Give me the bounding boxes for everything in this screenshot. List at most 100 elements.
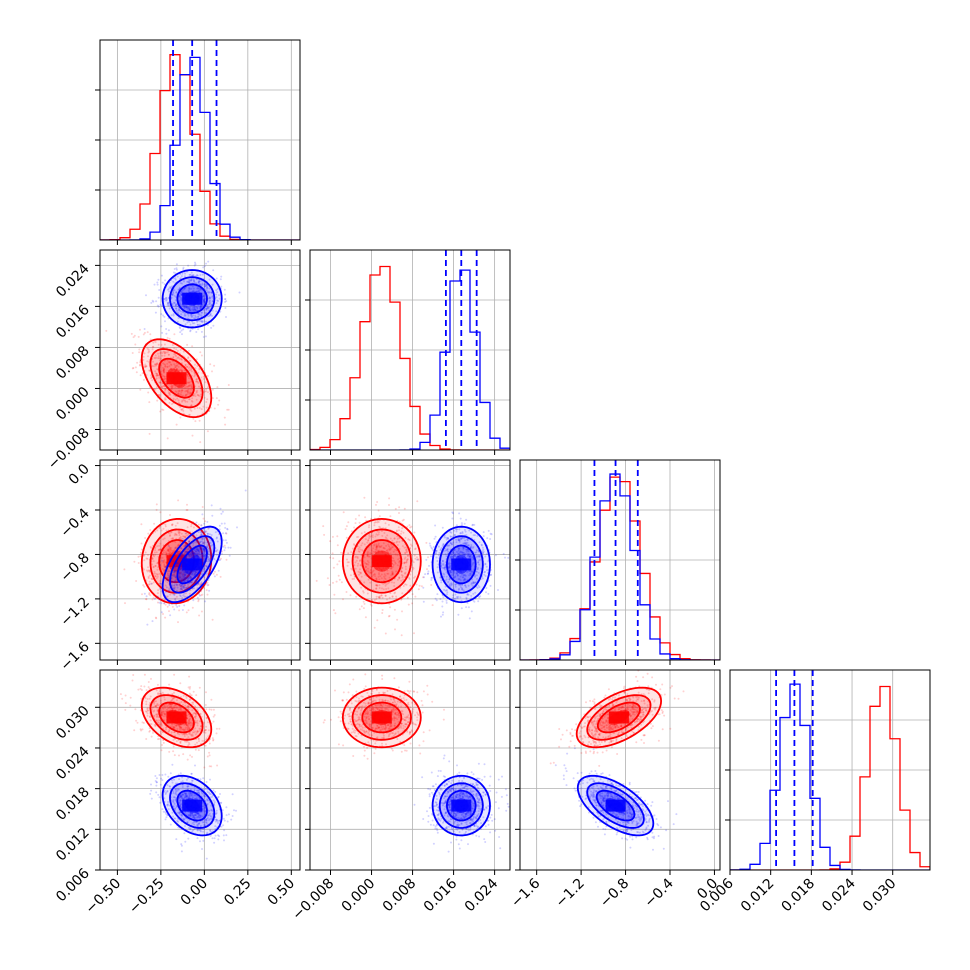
scatter-point	[189, 545, 191, 548]
scatter-point	[378, 515, 381, 518]
scatter-point	[188, 377, 190, 380]
scatter-point	[180, 537, 183, 540]
scatter-point	[141, 728, 144, 731]
scatter-point	[155, 508, 158, 511]
scatter-point	[192, 542, 195, 545]
scatter-point	[175, 268, 178, 271]
scatter-point	[446, 548, 449, 551]
scatter-point	[173, 581, 176, 584]
scatter-point	[465, 542, 468, 545]
scatter-point	[203, 549, 206, 552]
scatter-point	[175, 724, 178, 727]
scatter-point	[151, 578, 153, 581]
scatter-point	[195, 540, 198, 543]
scatter-point	[158, 587, 161, 590]
scatter-point	[177, 308, 180, 311]
scatter-point	[215, 293, 218, 296]
scatter-point	[203, 740, 206, 742]
scatter-point	[393, 608, 396, 611]
scatter-point	[203, 587, 206, 590]
scatter-point	[424, 573, 427, 576]
scatter-point	[200, 594, 203, 597]
scatter-point	[153, 700, 156, 703]
scatter-point	[445, 575, 448, 578]
scatter-point	[147, 569, 150, 572]
scatter-point	[201, 282, 204, 285]
scatter-point	[163, 564, 166, 567]
scatter-point	[223, 549, 226, 552]
scatter-point	[192, 278, 195, 281]
scatter-point	[377, 533, 380, 536]
scatter-point	[366, 554, 369, 557]
scatter-point	[490, 573, 493, 576]
scatter-point	[173, 723, 176, 726]
scatter-point	[430, 578, 433, 581]
scatter-point	[467, 584, 470, 587]
scatter-point	[188, 540, 191, 543]
scatter-point	[203, 731, 205, 734]
scatter-point	[468, 617, 471, 620]
scatter-point	[355, 555, 358, 558]
scatter-point	[389, 592, 392, 595]
scatter-point	[200, 306, 202, 308]
scatter-point	[188, 413, 191, 416]
scatter-point	[203, 302, 206, 305]
scatter-point	[195, 282, 198, 285]
scatter-point	[187, 577, 190, 579]
scatter-point	[199, 304, 202, 307]
scatter-point	[195, 391, 198, 394]
scatter-point	[175, 534, 178, 536]
scatter-point	[170, 705, 173, 708]
scatter-point	[182, 703, 184, 706]
scatter-point	[194, 571, 197, 574]
scatter-point	[481, 550, 483, 553]
scatter-point	[206, 565, 208, 568]
scatter-point	[153, 522, 156, 525]
scatter-point	[180, 585, 183, 588]
scatter-point	[146, 698, 149, 700]
scatter-point	[189, 310, 192, 313]
scatter-point	[224, 298, 226, 301]
scatter-point	[160, 749, 163, 752]
scatter-point	[151, 299, 154, 302]
scatter-point	[166, 351, 169, 354]
scatter-point	[196, 596, 199, 599]
scatter-point	[445, 571, 448, 574]
scatter-point	[465, 541, 467, 544]
scatter-point	[193, 306, 196, 309]
scatter-point	[481, 577, 484, 580]
scatter-point	[224, 526, 227, 529]
scatter-point	[162, 561, 164, 564]
scatter-point	[153, 551, 156, 554]
scatter-point	[190, 315, 193, 318]
scatter-point	[151, 578, 154, 580]
scatter-point	[152, 731, 154, 734]
scatter-point	[162, 314, 165, 317]
scatter-point	[192, 552, 194, 555]
scatter-point	[193, 712, 196, 715]
scatter-point	[404, 536, 407, 539]
scatter-point	[207, 290, 210, 293]
scatter-point	[404, 551, 407, 554]
scatter-point	[169, 614, 172, 617]
scatter-point	[209, 363, 212, 366]
scatter-point	[193, 375, 196, 378]
scatter-point	[181, 586, 184, 589]
scatter-point	[328, 584, 331, 586]
scatter-point	[364, 516, 367, 519]
scatter-point	[195, 306, 198, 308]
scatter-point	[380, 573, 383, 576]
scatter-point	[172, 750, 175, 753]
scatter-point	[138, 351, 141, 354]
scatter-point	[161, 744, 163, 746]
scatter-point	[205, 530, 208, 533]
scatter-point	[194, 309, 197, 312]
scatter-point	[147, 686, 150, 689]
scatter-point	[391, 571, 394, 574]
scatter-point	[455, 596, 458, 598]
scatter-point	[186, 503, 188, 506]
scatter-point	[367, 551, 369, 553]
scatter-point	[158, 357, 161, 360]
scatter-point	[404, 548, 407, 551]
scatter-point	[172, 314, 175, 317]
